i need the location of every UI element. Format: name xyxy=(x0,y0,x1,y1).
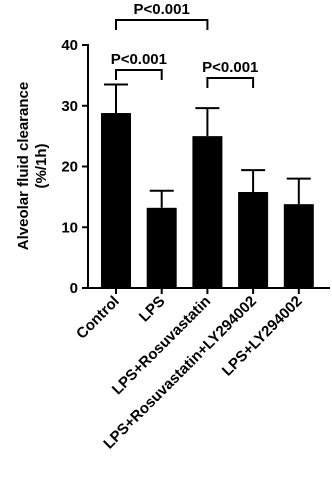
bar xyxy=(146,207,177,288)
bar xyxy=(238,192,269,288)
y-tick-label: 30 xyxy=(61,98,78,115)
x-tick-label: Control xyxy=(73,293,123,343)
y-label-line: Alveolar fluid clearance xyxy=(15,82,32,250)
significance-bracket xyxy=(206,77,255,88)
significance-label: P<0.001 xyxy=(202,59,258,76)
significance-bracket xyxy=(115,19,209,30)
significance-bracket xyxy=(115,69,163,80)
significance-label: P<0.001 xyxy=(111,51,167,68)
bar xyxy=(192,136,223,288)
y-tick-label: 40 xyxy=(61,37,78,54)
bar xyxy=(283,204,314,288)
x-tick-label: LPS xyxy=(136,293,169,326)
error-bar xyxy=(104,83,128,114)
error-bar xyxy=(195,107,220,137)
significance-label: P<0.001 xyxy=(134,1,190,18)
error-bar xyxy=(241,169,266,193)
y-label-line: (%/1h) xyxy=(33,143,50,188)
y-tick-label: 20 xyxy=(61,159,78,176)
y-tick-label: 10 xyxy=(61,219,78,236)
y-tick-label: 0 xyxy=(70,280,78,297)
error-bar xyxy=(286,177,311,205)
error-bar xyxy=(149,189,174,208)
x-tick-label: LPS+LY294002 xyxy=(219,293,306,380)
bar xyxy=(101,113,131,288)
y-axis-title: Alveolar fluid clearance (%/1h) xyxy=(15,82,50,250)
